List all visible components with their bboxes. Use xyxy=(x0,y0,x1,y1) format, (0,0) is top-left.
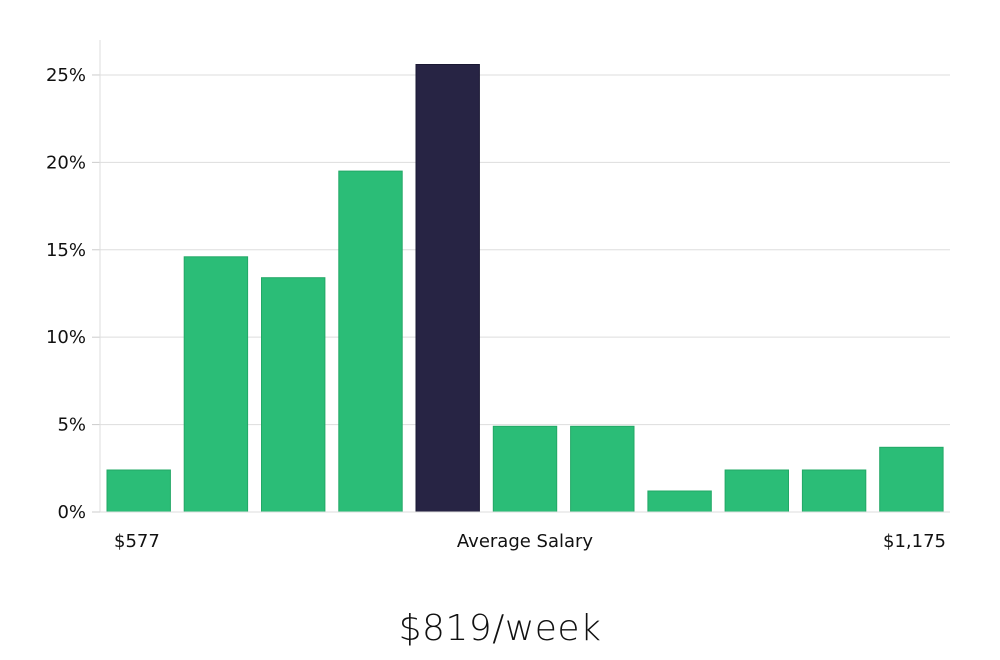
bar xyxy=(106,469,171,513)
bar xyxy=(492,425,558,513)
bar-average-salary xyxy=(415,64,480,513)
x-label-max-salary: $1,175 xyxy=(883,531,946,552)
bar xyxy=(801,469,867,513)
bar xyxy=(724,469,789,513)
bar xyxy=(338,170,403,513)
x-label-min-salary: $577 xyxy=(114,531,160,552)
y-tick-label: 10% xyxy=(46,327,86,348)
bar xyxy=(183,256,249,513)
y-tick-label: 25% xyxy=(46,65,86,86)
y-tick-label: 20% xyxy=(46,152,86,173)
y-tick-label: 5% xyxy=(57,415,86,436)
bar xyxy=(647,490,712,513)
y-axis-ticks: 0% 5% 10% 15% 20% 25% xyxy=(46,65,100,523)
bar xyxy=(879,446,944,513)
y-tick-label: 0% xyxy=(57,502,86,523)
x-label-average-salary: Average Salary xyxy=(457,531,594,552)
y-tick-label: 15% xyxy=(46,240,86,261)
bar-layer xyxy=(106,64,944,513)
bar xyxy=(570,425,635,513)
average-weekly-salary: $819/week xyxy=(398,608,602,649)
bar xyxy=(261,277,326,513)
salary-histogram: 0% 5% 10% 15% 20% 25% $577 Average Salary $1,… xyxy=(46,40,950,552)
